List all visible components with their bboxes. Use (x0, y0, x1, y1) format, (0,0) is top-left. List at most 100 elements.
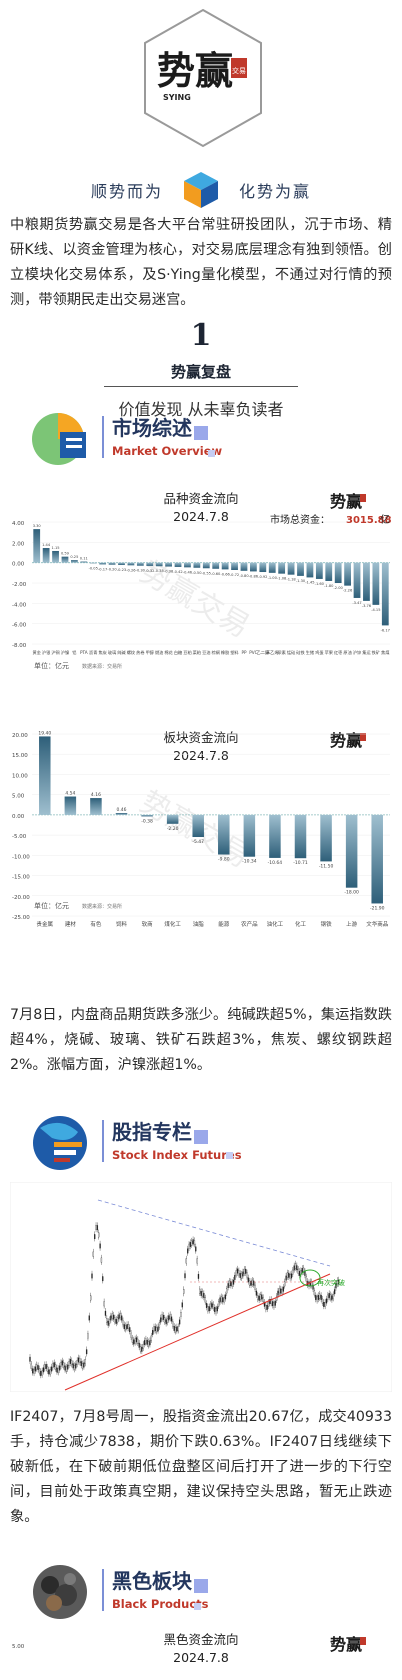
slogan-left: 顺势而为 (90, 182, 163, 201)
candle-body (131, 1337, 134, 1343)
bar (320, 814, 332, 862)
candle-body (123, 1324, 125, 1330)
candle-body (92, 1251, 94, 1257)
value-label: 19.40 (38, 730, 51, 736)
candle-body (80, 1361, 82, 1367)
heading-square-small (194, 1603, 201, 1610)
candle-body (274, 1300, 276, 1306)
candle-body (321, 1298, 324, 1304)
y-tick-label: -25.00 (12, 915, 30, 921)
category-label: 硅铁 (296, 649, 305, 656)
candle-body (231, 1281, 233, 1287)
unit-note: 单位：亿元 (34, 901, 69, 910)
category-label: 上游 (346, 920, 358, 928)
chart-black-fund-flow: 黑色资金流向 2024.7.8 5.00 势赢 (10, 1628, 392, 1680)
candle-body (242, 1271, 244, 1277)
candle-body (99, 1243, 101, 1249)
bar (240, 562, 248, 571)
bar (42, 548, 50, 563)
category-label: PTA (80, 650, 88, 655)
candle-body (145, 1338, 147, 1344)
candle-body (180, 1312, 182, 1317)
candle-body (249, 1280, 251, 1286)
heading-market-overview: 市场综述 Market Overview (30, 410, 402, 468)
candle-body (276, 1295, 278, 1301)
candle-body (173, 1325, 175, 1331)
candle-body (199, 1288, 201, 1294)
candle-body (273, 1302, 275, 1308)
value-label: -1.18 (286, 578, 296, 582)
candle-body (290, 1273, 293, 1279)
breakout-circle (299, 1269, 321, 1287)
value-label: -0.17 (98, 567, 107, 571)
category-label: 红枣 (334, 649, 343, 656)
bar (259, 562, 267, 573)
chart-if2407-kline: 再次突破 (10, 1182, 392, 1392)
candle-body (59, 1365, 61, 1371)
category-label: PP (241, 650, 247, 655)
y-tick-label: 15.00 (12, 753, 28, 759)
category-label: 能源 (218, 920, 230, 928)
category-label: 贵金属 (37, 920, 54, 928)
candle-body (111, 1313, 113, 1319)
candle-body (157, 1326, 159, 1332)
candle-body (224, 1294, 227, 1300)
value-label: 0.25 (70, 555, 78, 559)
candle-body (267, 1301, 270, 1307)
category-label: 原油 (343, 649, 351, 656)
candle-body (98, 1232, 100, 1238)
candle-body (253, 1280, 255, 1286)
section-title: 势赢复盘 (170, 363, 231, 381)
bar (372, 562, 380, 605)
value-label: 4.16 (91, 792, 101, 798)
value-label: -3.47 (352, 601, 361, 605)
category-label: 甲醇 (146, 649, 154, 656)
candle-body (201, 1291, 204, 1297)
value-label: -1.80 (324, 584, 334, 588)
candle-body (90, 1295, 92, 1301)
category-label: 焦煤 (381, 649, 390, 656)
candle-body (41, 1370, 43, 1376)
category-label: 软商 (142, 920, 154, 928)
candle-body (297, 1268, 299, 1274)
category-label: 尿素 (277, 649, 285, 655)
candle-body (116, 1317, 119, 1323)
category-label: 铝 (72, 649, 76, 656)
candle-body (79, 1358, 81, 1364)
candle-body (81, 1363, 84, 1369)
candle-body (67, 1364, 69, 1370)
candle-body (83, 1362, 85, 1368)
category-label: 棉花 (164, 649, 172, 656)
y-tick-label: 2.00 (12, 541, 25, 547)
value-label: -0.38 (164, 570, 174, 574)
candle-body (262, 1297, 264, 1303)
unit-note: 单位：亿元 (34, 661, 69, 670)
candle-body (121, 1315, 123, 1321)
chart-title: 板块资金流向 (163, 730, 238, 745)
bar (89, 562, 97, 564)
heading-cn: 黑色板块 (112, 1569, 192, 1593)
candle-body (69, 1359, 72, 1364)
value-label: -0.72 (230, 573, 239, 577)
candle-body (269, 1299, 271, 1304)
value-label: -1.30 (296, 579, 306, 583)
chart-sector-fund-flow: 板块资金流向2024.7.8势赢交易势赢20.0015.0010.005.000… (10, 728, 392, 988)
candle-body (133, 1339, 135, 1345)
heading-bar (102, 1120, 104, 1162)
candle-body (289, 1274, 291, 1279)
category-label: 塑料 (230, 649, 239, 656)
candle-body (234, 1275, 236, 1280)
value-label: -0.66 (220, 572, 230, 576)
brand-logo: 势赢 交易 SYING (144, 8, 262, 148)
candle-body (204, 1297, 206, 1303)
candle-body (72, 1363, 74, 1369)
candle-body (308, 1282, 310, 1287)
candle-body (232, 1279, 235, 1285)
value-label: -9.80 (218, 857, 230, 863)
bar (39, 736, 51, 815)
bar (363, 562, 370, 601)
candle-body (32, 1368, 34, 1374)
candle-body (56, 1367, 58, 1373)
bar (218, 814, 230, 855)
bar (202, 562, 210, 569)
